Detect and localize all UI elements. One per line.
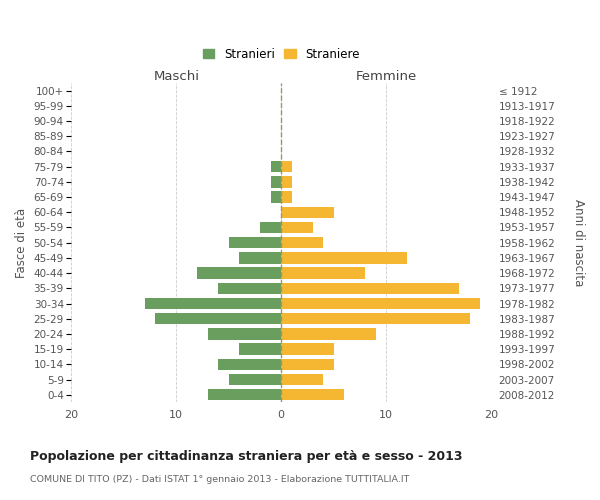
Bar xyxy=(145,298,281,309)
Bar xyxy=(271,161,281,172)
Bar xyxy=(239,344,281,355)
Bar xyxy=(208,389,281,400)
Bar xyxy=(281,313,470,324)
Bar xyxy=(218,358,281,370)
Bar xyxy=(281,161,292,172)
Bar xyxy=(197,268,281,279)
Text: Popolazione per cittadinanza straniera per età e sesso - 2013: Popolazione per cittadinanza straniera p… xyxy=(30,450,463,463)
Text: Femmine: Femmine xyxy=(355,70,416,83)
Bar xyxy=(271,176,281,188)
Text: COMUNE DI TITO (PZ) - Dati ISTAT 1° gennaio 2013 - Elaborazione TUTTITALIA.IT: COMUNE DI TITO (PZ) - Dati ISTAT 1° genn… xyxy=(30,475,409,484)
Bar xyxy=(281,222,313,233)
Bar xyxy=(281,206,334,218)
Y-axis label: Fasce di età: Fasce di età xyxy=(15,208,28,278)
Text: Maschi: Maschi xyxy=(154,70,199,83)
Bar xyxy=(281,344,334,355)
Bar xyxy=(281,298,481,309)
Bar xyxy=(281,389,344,400)
Bar xyxy=(281,358,334,370)
Bar xyxy=(239,252,281,264)
Bar xyxy=(229,374,281,386)
Bar xyxy=(260,222,281,233)
Bar xyxy=(281,176,292,188)
Bar xyxy=(208,328,281,340)
Legend: Stranieri, Straniere: Stranieri, Straniere xyxy=(199,44,364,64)
Bar xyxy=(229,237,281,248)
Bar xyxy=(281,192,292,203)
Bar xyxy=(281,252,407,264)
Bar xyxy=(281,374,323,386)
Bar xyxy=(281,237,323,248)
Bar xyxy=(281,268,365,279)
Bar xyxy=(281,282,460,294)
Bar xyxy=(271,192,281,203)
Y-axis label: Anni di nascita: Anni di nascita xyxy=(572,199,585,286)
Bar xyxy=(218,282,281,294)
Bar xyxy=(155,313,281,324)
Bar xyxy=(281,328,376,340)
